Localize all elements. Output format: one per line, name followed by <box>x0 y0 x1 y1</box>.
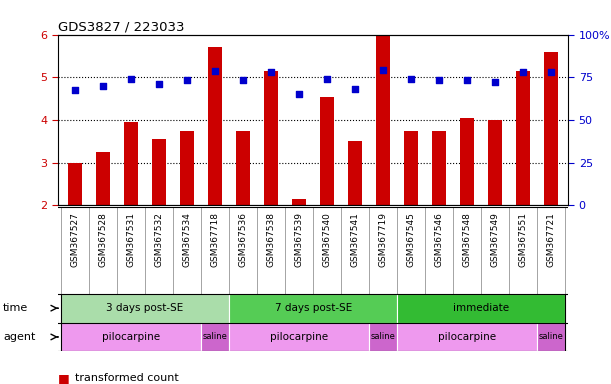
Text: GSM367536: GSM367536 <box>238 212 247 266</box>
Bar <box>397 294 565 323</box>
Bar <box>516 71 530 205</box>
Text: GSM367531: GSM367531 <box>126 212 136 266</box>
Text: GDS3827 / 223033: GDS3827 / 223033 <box>58 20 185 33</box>
Text: pilocarpine: pilocarpine <box>102 332 160 342</box>
Text: agent: agent <box>3 332 35 342</box>
Bar <box>404 131 419 205</box>
Text: GSM367545: GSM367545 <box>407 212 415 266</box>
Text: 3 days post-SE: 3 days post-SE <box>106 303 183 313</box>
Bar <box>180 131 194 205</box>
Bar <box>544 52 558 205</box>
Text: GSM367540: GSM367540 <box>323 212 332 266</box>
Bar <box>538 323 565 351</box>
Point <box>546 69 556 75</box>
Text: GSM367527: GSM367527 <box>70 212 79 266</box>
Text: GSM367532: GSM367532 <box>155 212 164 266</box>
Text: immediate: immediate <box>453 303 510 313</box>
Point <box>210 68 220 74</box>
Text: GSM367549: GSM367549 <box>491 212 500 266</box>
Text: 7 days post-SE: 7 days post-SE <box>274 303 352 313</box>
Point <box>182 77 192 83</box>
Text: GSM367528: GSM367528 <box>98 212 108 266</box>
Point <box>126 76 136 82</box>
Point <box>322 76 332 83</box>
Text: pilocarpine: pilocarpine <box>270 332 328 342</box>
Text: GSM367534: GSM367534 <box>183 212 191 266</box>
Text: GSM367546: GSM367546 <box>435 212 444 266</box>
Text: GSM367541: GSM367541 <box>351 212 360 266</box>
Text: GSM367721: GSM367721 <box>547 212 556 266</box>
Bar <box>208 47 222 205</box>
Point <box>491 79 500 86</box>
Text: GSM367538: GSM367538 <box>266 212 276 266</box>
Bar <box>292 199 306 205</box>
Bar <box>61 323 201 351</box>
Point <box>266 69 276 75</box>
Text: ■: ■ <box>58 372 74 384</box>
Bar <box>376 35 390 205</box>
Bar <box>348 141 362 205</box>
Text: GSM367551: GSM367551 <box>519 212 528 266</box>
Bar <box>460 118 474 205</box>
Point <box>378 66 388 73</box>
Bar <box>201 323 229 351</box>
Bar <box>432 131 446 205</box>
Point <box>98 83 108 89</box>
Bar <box>68 163 82 205</box>
Point <box>350 86 360 92</box>
Point <box>295 91 304 97</box>
Point <box>406 76 416 82</box>
Bar <box>236 131 250 205</box>
Bar <box>229 323 369 351</box>
Bar <box>61 294 229 323</box>
Text: GSM367548: GSM367548 <box>463 212 472 266</box>
Text: saline: saline <box>539 333 564 341</box>
Text: saline: saline <box>371 333 396 341</box>
Text: saline: saline <box>203 333 227 341</box>
Point <box>238 77 248 83</box>
Bar <box>397 323 538 351</box>
Bar <box>124 122 138 205</box>
Point <box>154 81 164 87</box>
Point <box>70 87 80 93</box>
Text: GSM367718: GSM367718 <box>211 212 219 266</box>
Text: time: time <box>3 303 28 313</box>
Text: pilocarpine: pilocarpine <box>438 332 496 342</box>
Text: GSM367539: GSM367539 <box>295 212 304 266</box>
Bar <box>229 294 397 323</box>
Bar <box>369 323 397 351</box>
Bar <box>320 96 334 205</box>
Text: transformed count: transformed count <box>75 373 179 383</box>
Text: GSM367719: GSM367719 <box>379 212 388 266</box>
Bar <box>488 120 502 205</box>
Bar <box>152 139 166 205</box>
Point <box>463 77 472 83</box>
Bar <box>96 152 110 205</box>
Point <box>434 77 444 83</box>
Bar <box>264 71 278 205</box>
Point <box>519 69 529 75</box>
